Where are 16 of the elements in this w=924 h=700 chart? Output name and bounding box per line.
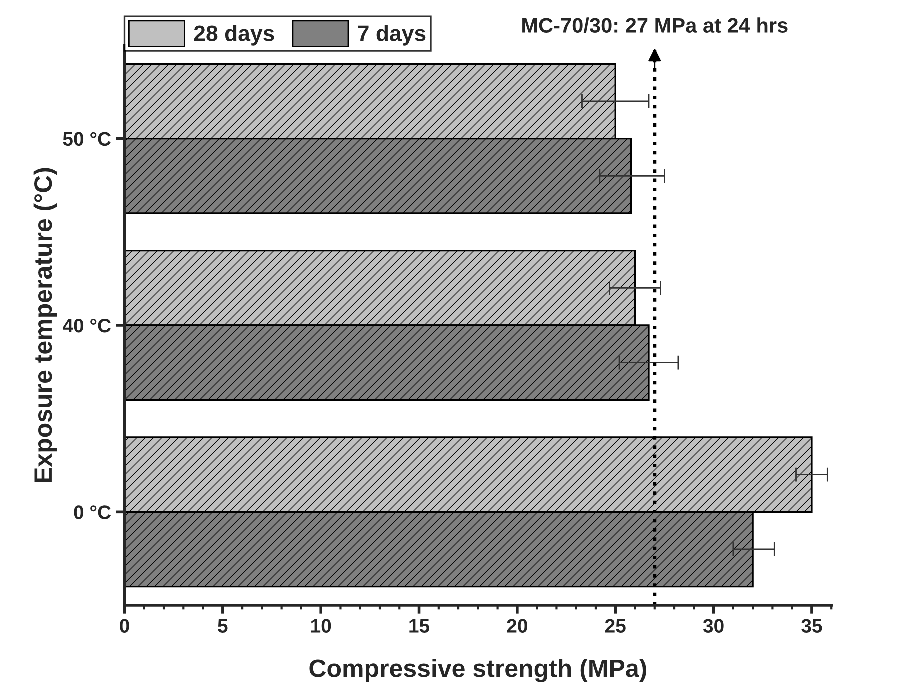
x-tick-label: 0	[120, 619, 130, 633]
legend-label: 7 days	[358, 25, 426, 46]
x-tick-label: 25	[605, 619, 626, 633]
x-tick-label: 30	[703, 619, 724, 634]
y-tick-label: 50 °C	[63, 132, 112, 146]
y-tick-label: 40 °C	[62, 318, 112, 333]
x-tick-label: 20	[507, 619, 528, 633]
x-tick-label: 5	[218, 619, 228, 633]
x-tick-label: 10	[312, 619, 332, 633]
x-tick-label: 15	[410, 619, 430, 633]
y-axis-title: Exposure temperature (°C)	[34, 168, 58, 482]
ref-line-label: MC-70/30: 27 MPa at 24 hrs	[522, 18, 788, 34]
legend-label: 28 days	[194, 25, 274, 46]
x-axis-title: Compressive strength (MPa)	[310, 659, 646, 682]
y-tick-label: 0 °C	[74, 506, 112, 520]
x-tick-label: 35	[802, 619, 822, 634]
